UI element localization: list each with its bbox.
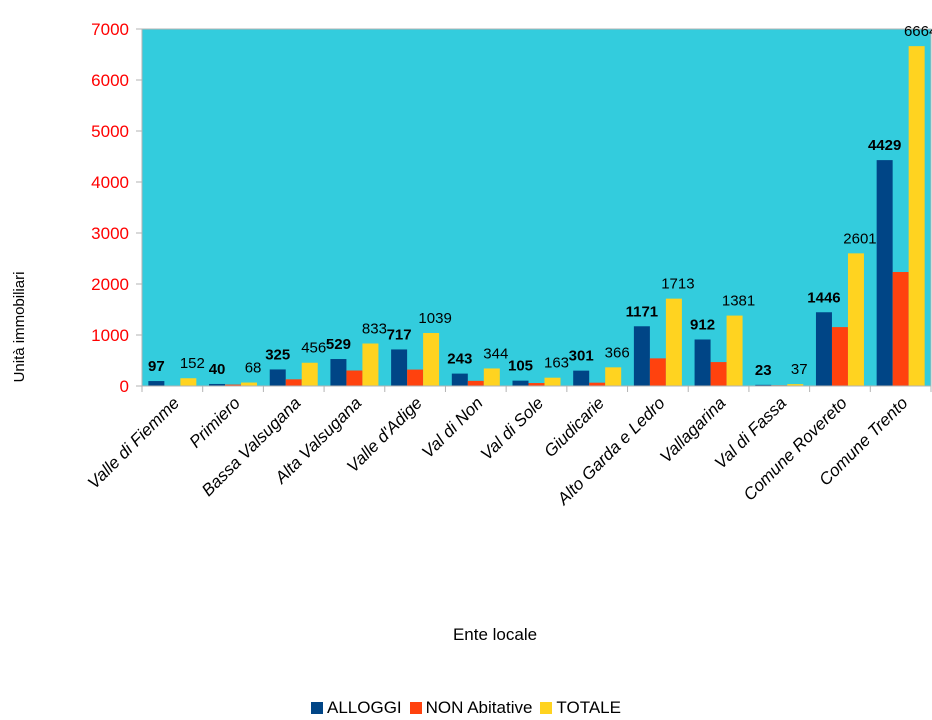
bar-totale — [787, 384, 804, 386]
data-label-alloggi: 912 — [690, 316, 715, 333]
y-axis-label: Unità immobiliari — [11, 272, 28, 383]
y-tick-label: 0 — [120, 377, 129, 396]
data-label-totale: 152 — [180, 355, 205, 372]
bar-alloggi — [815, 312, 832, 386]
bar-alloggi — [633, 326, 650, 386]
bar-totale — [241, 382, 258, 386]
plot-area — [141, 28, 932, 387]
bar-totale — [847, 253, 864, 386]
bar-non-abitative — [225, 384, 242, 386]
legend-swatch — [540, 702, 553, 714]
bar-totale — [908, 46, 925, 387]
bar-alloggi — [451, 373, 468, 386]
data-label-alloggi: 1171 — [626, 303, 659, 320]
bar-alloggi — [148, 381, 165, 386]
y-tick-label: 1000 — [91, 326, 129, 345]
bar-alloggi — [512, 380, 529, 386]
data-label-alloggi: 325 — [265, 346, 290, 363]
x-tick-label: Primiero — [186, 393, 244, 451]
data-label-alloggi: 105 — [508, 358, 533, 375]
x-tick-label: Comune Rovereto — [740, 393, 851, 504]
data-label-alloggi: 529 — [326, 336, 351, 353]
data-label-alloggi: 4429 — [868, 137, 901, 154]
bar-totale — [483, 368, 500, 386]
y-tick-label: 2000 — [91, 275, 129, 294]
legend-item: ALLOGGI — [311, 698, 402, 718]
bar-non-abitative — [285, 379, 302, 386]
bar-totale — [301, 362, 318, 386]
y-tick-label: 3000 — [91, 224, 129, 243]
data-label-alloggi: 40 — [209, 361, 226, 378]
x-tick-label: Valle di Fiemme — [84, 393, 183, 492]
bar-non-abitative — [528, 383, 545, 386]
data-label-totale: 366 — [605, 344, 630, 361]
data-label-totale: 456 — [301, 340, 326, 357]
data-label-totale: 68 — [245, 360, 262, 377]
bar-non-abitative — [467, 380, 484, 386]
x-tick-label: Alto Garda e Ledro — [553, 393, 669, 509]
data-label-totale: 1039 — [418, 310, 451, 327]
bar-totale — [605, 367, 622, 386]
bar-totale — [362, 343, 379, 386]
bar-alloggi — [876, 160, 893, 386]
data-label-totale: 833 — [362, 321, 387, 338]
data-label-alloggi: 1446 — [807, 289, 840, 306]
bar-non-abitative — [407, 369, 424, 386]
bar-non-abitative — [589, 382, 606, 386]
data-label-alloggi: 23 — [755, 362, 772, 379]
data-label-totale: 1713 — [661, 276, 694, 293]
legend-label: ALLOGGI — [327, 698, 402, 717]
bar-totale — [665, 298, 682, 386]
data-label-totale: 344 — [483, 345, 508, 362]
legend-item: NON Abitative — [409, 698, 533, 718]
legend-item: TOTALE — [540, 698, 621, 718]
bar-non-abitative — [831, 327, 848, 386]
data-label-alloggi: 717 — [387, 326, 412, 343]
legend: ALLOGGI NON Abitative TOTALE — [0, 698, 932, 718]
data-label-totale: 2601 — [843, 230, 876, 247]
bar-alloggi — [755, 384, 772, 386]
y-axis: 0 1000 2000 3000 4000 5000 6000 7000 — [91, 20, 143, 396]
y-tick-label: 4000 — [91, 173, 129, 192]
y-tick-label: 7000 — [91, 20, 129, 39]
y-tick-label: 5000 — [91, 122, 129, 141]
bar-totale — [180, 378, 197, 386]
data-label-totale: 6664 — [904, 23, 932, 40]
legend-label: NON Abitative — [425, 698, 533, 717]
x-tick-label: Val di Sole — [477, 393, 547, 463]
x-tick-label: Val di Non — [418, 393, 486, 461]
bar-alloggi — [330, 359, 347, 386]
data-label-alloggi: 97 — [148, 358, 165, 375]
x-axis-label: Ente locale — [453, 625, 537, 644]
bar-alloggi — [694, 339, 711, 386]
bar-alloggi — [269, 369, 286, 386]
bar-non-abitative — [346, 370, 363, 386]
data-label-alloggi: 243 — [447, 351, 472, 368]
data-label-totale: 163 — [544, 355, 569, 372]
y-tick-label: 6000 — [91, 71, 129, 90]
bar-non-abitative — [649, 358, 666, 386]
bar-totale — [423, 333, 440, 386]
data-label-totale: 37 — [791, 361, 808, 378]
legend-swatch — [311, 702, 324, 714]
data-label-alloggi: 301 — [569, 348, 594, 365]
bar-alloggi — [573, 370, 590, 386]
bar-totale — [544, 377, 561, 386]
data-label-totale: 1381 — [722, 293, 755, 310]
bar-alloggi — [209, 383, 226, 386]
bar-non-abitative — [892, 272, 909, 386]
bar-totale — [726, 315, 743, 386]
bar-alloggi — [391, 349, 408, 386]
bar-non-abitative — [710, 362, 727, 386]
legend-label: TOTALE — [556, 698, 621, 717]
legend-swatch — [409, 702, 422, 714]
